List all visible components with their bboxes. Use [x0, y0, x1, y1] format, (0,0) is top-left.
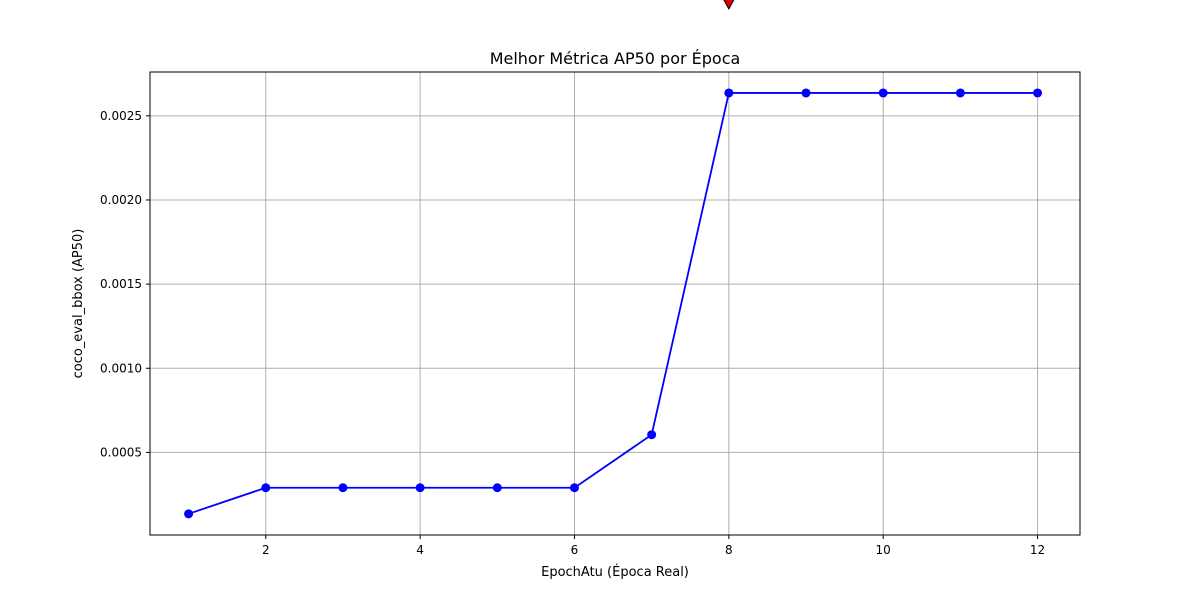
data-point — [1033, 88, 1043, 98]
data-point — [878, 88, 888, 98]
y-axis-label: coco_eval_bbox (AP50) — [71, 229, 86, 379]
data-point — [801, 88, 811, 98]
series-line — [188, 92, 1038, 515]
y-tick-label: 0.0015 — [100, 277, 142, 291]
annotation-marker-icon — [723, 0, 735, 11]
annotation-layer — [723, 0, 735, 11]
data-point — [415, 483, 425, 493]
x-axis-label: EpochAtu (Época Real) — [541, 564, 689, 580]
data-point — [647, 430, 657, 440]
grid-layer — [150, 72, 1080, 535]
x-tick-label: 4 — [416, 543, 424, 557]
data-point — [569, 483, 579, 493]
ticks-layer: 2 4 6 8 10 12 0.0005 0.0010 0.0015 0.0020 0.0025 — [100, 109, 1045, 557]
plot-frame — [149, 71, 1081, 536]
data-point — [955, 88, 965, 98]
x-tick-label: 12 — [1030, 543, 1045, 557]
x-tick-label: 10 — [876, 543, 891, 557]
x-tick-label: 2 — [262, 543, 270, 557]
data-point — [261, 483, 271, 493]
series-layer — [184, 88, 1043, 519]
data-point — [184, 509, 194, 519]
chart-title: Melhor Métrica AP50 por Época — [490, 49, 741, 68]
x-tick-label: 8 — [725, 543, 733, 557]
y-tick-label: 0.0010 — [100, 361, 142, 375]
y-tick-label: 0.0005 — [100, 445, 142, 459]
y-tick-label: 0.0020 — [100, 193, 142, 207]
x-tick-label: 6 — [571, 543, 579, 557]
data-point — [492, 483, 502, 493]
y-tick-label: 0.0025 — [100, 109, 142, 123]
data-point — [338, 483, 348, 493]
data-point — [724, 88, 734, 98]
